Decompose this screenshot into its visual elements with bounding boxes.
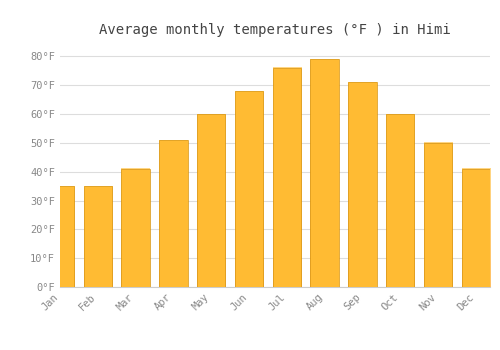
Bar [84, 186, 112, 287]
Bar [235, 91, 263, 287]
Bar [272, 68, 301, 287]
Bar [46, 186, 74, 287]
Bar [197, 114, 226, 287]
Bar [310, 59, 339, 287]
Title: Average monthly temperatures (°F ) in Himi: Average monthly temperatures (°F ) in Hi… [99, 23, 451, 37]
Bar [348, 82, 376, 287]
Bar [122, 169, 150, 287]
Bar [386, 114, 414, 287]
Bar [462, 169, 490, 287]
Bar [159, 140, 188, 287]
Bar [424, 143, 452, 287]
